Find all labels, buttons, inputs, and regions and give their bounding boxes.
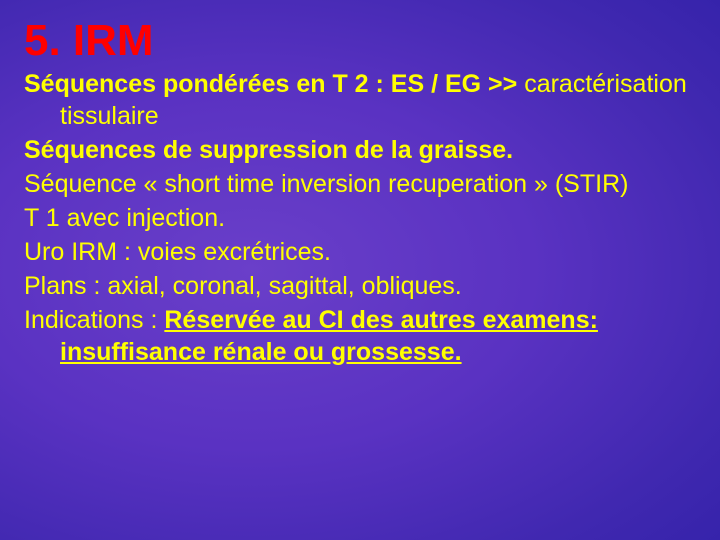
line-3: Séquence « short time inversion recupera…	[24, 168, 696, 200]
line-1: Séquences pondérées en T 2 : ES / EG >> …	[24, 68, 696, 132]
slide-title: 5. IRM	[24, 18, 696, 64]
line-7-plain: Indications :	[24, 306, 164, 334]
line-1-bold: Séquences pondérées en T 2 : ES / EG >>	[24, 70, 517, 98]
slide-body: Séquences pondérées en T 2 : ES / EG >> …	[24, 68, 696, 368]
line-6-plain: Plans : axial, coronal, sagittal, obliqu…	[24, 272, 462, 300]
line-3-plain: Séquence « short time inversion recupera…	[24, 170, 628, 198]
line-6: Plans : axial, coronal, sagittal, obliqu…	[24, 270, 696, 302]
line-2: Séquences de suppression de la graisse.	[24, 134, 696, 166]
line-5-plain: Uro IRM : voies excrétrices.	[24, 238, 331, 266]
line-2-bold: Séquences de suppression de la graisse.	[24, 136, 513, 164]
line-5: Uro IRM : voies excrétrices.	[24, 236, 696, 268]
line-4-plain: T 1 avec injection.	[24, 204, 225, 232]
line-4: T 1 avec injection.	[24, 202, 696, 234]
line-7: Indications : Réservée au CI des autres …	[24, 304, 696, 368]
